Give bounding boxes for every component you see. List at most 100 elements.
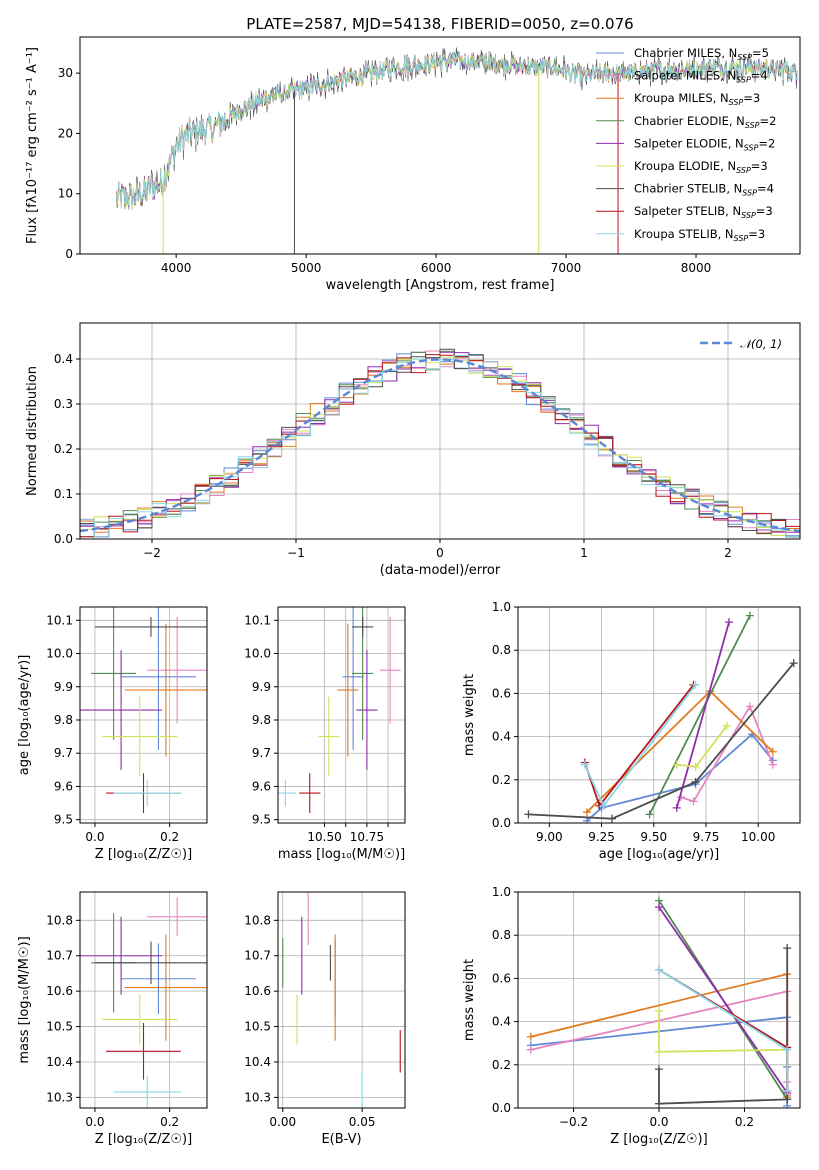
z-age-panel-xtick-label: 0.0 <box>85 830 104 844</box>
z-age-panel-ytick-label: 10.1 <box>46 613 73 627</box>
z-weight-panel-ylabel: mass weight <box>462 959 477 1041</box>
z-mass-panel-ytick-label: 10.3 <box>46 1090 73 1104</box>
ebv-mass-panel-xtick-label: 0.00 <box>269 1115 296 1129</box>
z-mass-panel-ytick-label: 10.8 <box>46 913 73 927</box>
mass-age-panel-ytick-label: 9.6 <box>252 779 271 793</box>
z-mass-panel-plot <box>80 897 207 1108</box>
spectrum-panel-ylabel: Flux [fλ10⁻¹⁷ erg cm⁻² s⁻¹ A⁻¹] <box>25 47 40 244</box>
age-weight-panel-ytick-label: 1.0 <box>492 600 511 614</box>
legend-subscript: SSP <box>734 234 749 243</box>
z-weight-panel-point <box>526 1045 535 1054</box>
legend-subscript: SSP <box>736 166 751 175</box>
legend-text: Chabrier MILES, N <box>634 46 737 60</box>
histogram-panel-xtick-label: 0 <box>436 546 444 560</box>
z-weight-panel-ytick-label: 0.4 <box>492 1015 511 1029</box>
z-age-panel-ytick-label: 9.9 <box>54 680 73 694</box>
age-weight-panel-ytick-label: 0.0 <box>492 816 511 830</box>
spectrum-title: PLATE=2587, MJD=54138, FIBERID=0050, z=0… <box>246 15 633 33</box>
legend-text: =4 <box>751 69 768 83</box>
age-weight-panel-ytick-label: 0.2 <box>492 773 511 787</box>
legend-subscript: SSP <box>742 189 757 198</box>
spectrum-panel-xtick-label: 5000 <box>291 261 322 275</box>
age-weight-panel-ylabel: mass weight <box>462 674 477 756</box>
legend-text: =2 <box>760 114 777 128</box>
legend-entry: Kroupa STELIB, NSSP=3 <box>634 227 765 243</box>
age-weight-panel-point <box>768 747 777 756</box>
age-weight-panel-ytick-label: 0.4 <box>492 730 511 744</box>
spectrum-panel-xtick-label: 7000 <box>551 261 582 275</box>
z-age-panel-ytick-label: 9.8 <box>54 713 73 727</box>
mass-age-panel-ytick-label: 10.0 <box>244 647 271 661</box>
z-weight-panel-point <box>655 1099 663 1108</box>
legend-text: =3 <box>743 91 760 105</box>
age-weight-panel-series-7 <box>583 684 695 808</box>
z-age-panel-xlabel: Z [log₁₀(Z/Z☉)] <box>95 847 192 862</box>
mass-age-panel-ytick-label: 10.1 <box>244 613 271 627</box>
legend-entry: Chabrier ELODIE, NSSP=2 <box>634 114 776 130</box>
age-weight-panel-xtick-label: 9.75 <box>693 830 720 844</box>
legend-text: =4 <box>757 182 774 196</box>
mass-age-panel-ytick-label: 9.7 <box>252 746 271 760</box>
age-weight-panel-ytick-label: 0.8 <box>492 643 511 657</box>
z-weight-panel-point <box>655 1065 663 1074</box>
legend-text: Salpeter ELODIE, N <box>634 136 744 150</box>
legend-text: =2 <box>758 136 775 150</box>
age-weight-panel-xtick-label: 9.25 <box>588 830 615 844</box>
z-weight-panel-xtick-label: 0.2 <box>735 1115 754 1129</box>
age-weight-panel-point <box>672 803 681 812</box>
ebv-mass-panel-ytick-label: 10.8 <box>244 913 271 927</box>
histogram-panel-ytick-label: 0.0 <box>54 532 73 546</box>
legend-text: Kroupa STELIB, N <box>634 227 734 241</box>
histogram-panel-ytick-label: 0.4 <box>54 352 73 366</box>
z-age-panel-frame <box>79 606 208 824</box>
legend-subscript: SSP <box>737 53 752 62</box>
age-weight-panel-series-3 <box>648 615 751 815</box>
age-weight-panel-point <box>724 618 733 627</box>
gaussian-reference-curve <box>80 358 800 533</box>
legend-entry: Salpeter ELODIE, NSSP=2 <box>634 136 775 152</box>
histogram-series-7 <box>80 354 800 538</box>
spectrum-panel-xtick-label: 8000 <box>681 261 712 275</box>
age-weight-panel-point <box>722 721 731 730</box>
legend-text: =3 <box>756 204 773 218</box>
mass-age-panel-xtick-label: 10.75 <box>350 830 384 844</box>
ebv-mass-panel-ytick-label: 10.4 <box>244 1055 271 1069</box>
z-mass-panel-xtick-label: 0.0 <box>85 1115 104 1129</box>
z-mass-panel-ytick-label: 10.5 <box>46 1020 73 1034</box>
z-weight-panel-xtick-label: −0.2 <box>559 1115 588 1129</box>
age-weight-panel-series-6 <box>528 662 795 820</box>
z-mass-panel: 0.0 0.2 10.3 10.4 10.5 10.6 10.7 10.8 Z [log₁₀(Z… <box>17 891 208 1147</box>
z-weight-panel-ytick-label: 0.6 <box>492 971 511 985</box>
z-weight-panel-plot <box>526 896 792 1108</box>
z-mass-panel-ylabel: mass [log₁₀(M/M☉)] <box>17 936 32 1063</box>
z-weight-panel-series-7 <box>658 969 789 1091</box>
spectrum-panel: 4000 5000 6000 7000 8000 0 10 20 30 wavelength [A… <box>25 36 801 293</box>
z-weight-panel-ytick-label: 0.0 <box>492 1101 511 1115</box>
spectrum-panel-ytick-label: 30 <box>58 66 73 80</box>
legend-subscript: SSP <box>745 121 760 130</box>
histogram-panel-xtick-label: 2 <box>724 546 732 560</box>
z-weight-panel-point <box>783 1086 792 1095</box>
ebv-mass-panel-ytick-label: 10.5 <box>244 1020 271 1034</box>
legend-text: =3 <box>751 159 768 173</box>
age-weight-panel-point <box>524 810 533 819</box>
mass-age-panel-ytick-label: 9.8 <box>252 713 271 727</box>
spectrum-panel-plot <box>116 47 798 254</box>
ebv-mass-panel-plot <box>282 892 401 1108</box>
histogram-panel-xtick-label: 1 <box>580 546 588 560</box>
legend-text: Salpeter MILES, N <box>634 69 736 83</box>
legend-entry: Kroupa MILES, NSSP=3 <box>634 91 760 107</box>
legend-text: Salpeter STELIB, N <box>634 204 741 218</box>
legend-entry: Chabrier STELIB, NSSP=4 <box>634 182 774 198</box>
z-mass-panel-xlabel: Z [log₁₀(Z/Z☉)] <box>95 1132 192 1147</box>
age-weight-panel-frame <box>517 606 801 824</box>
age-weight-panel-point <box>745 611 754 620</box>
ebv-mass-panel: 0.00 0.05 10.3 10.4 10.5 10.6 10.7 10.8 E(B-V) <box>244 891 406 1147</box>
ebv-mass-panel-xtick-label: 0.05 <box>349 1115 376 1129</box>
age-weight-panel-point <box>689 797 698 806</box>
legend-entry: Kroupa ELODIE, NSSP=3 <box>634 159 768 175</box>
mass-age-panel-plot <box>278 607 401 814</box>
z-age-panel-xtick-label: 0.2 <box>160 830 179 844</box>
z-age-panel-ytick-label: 9.7 <box>54 746 73 760</box>
